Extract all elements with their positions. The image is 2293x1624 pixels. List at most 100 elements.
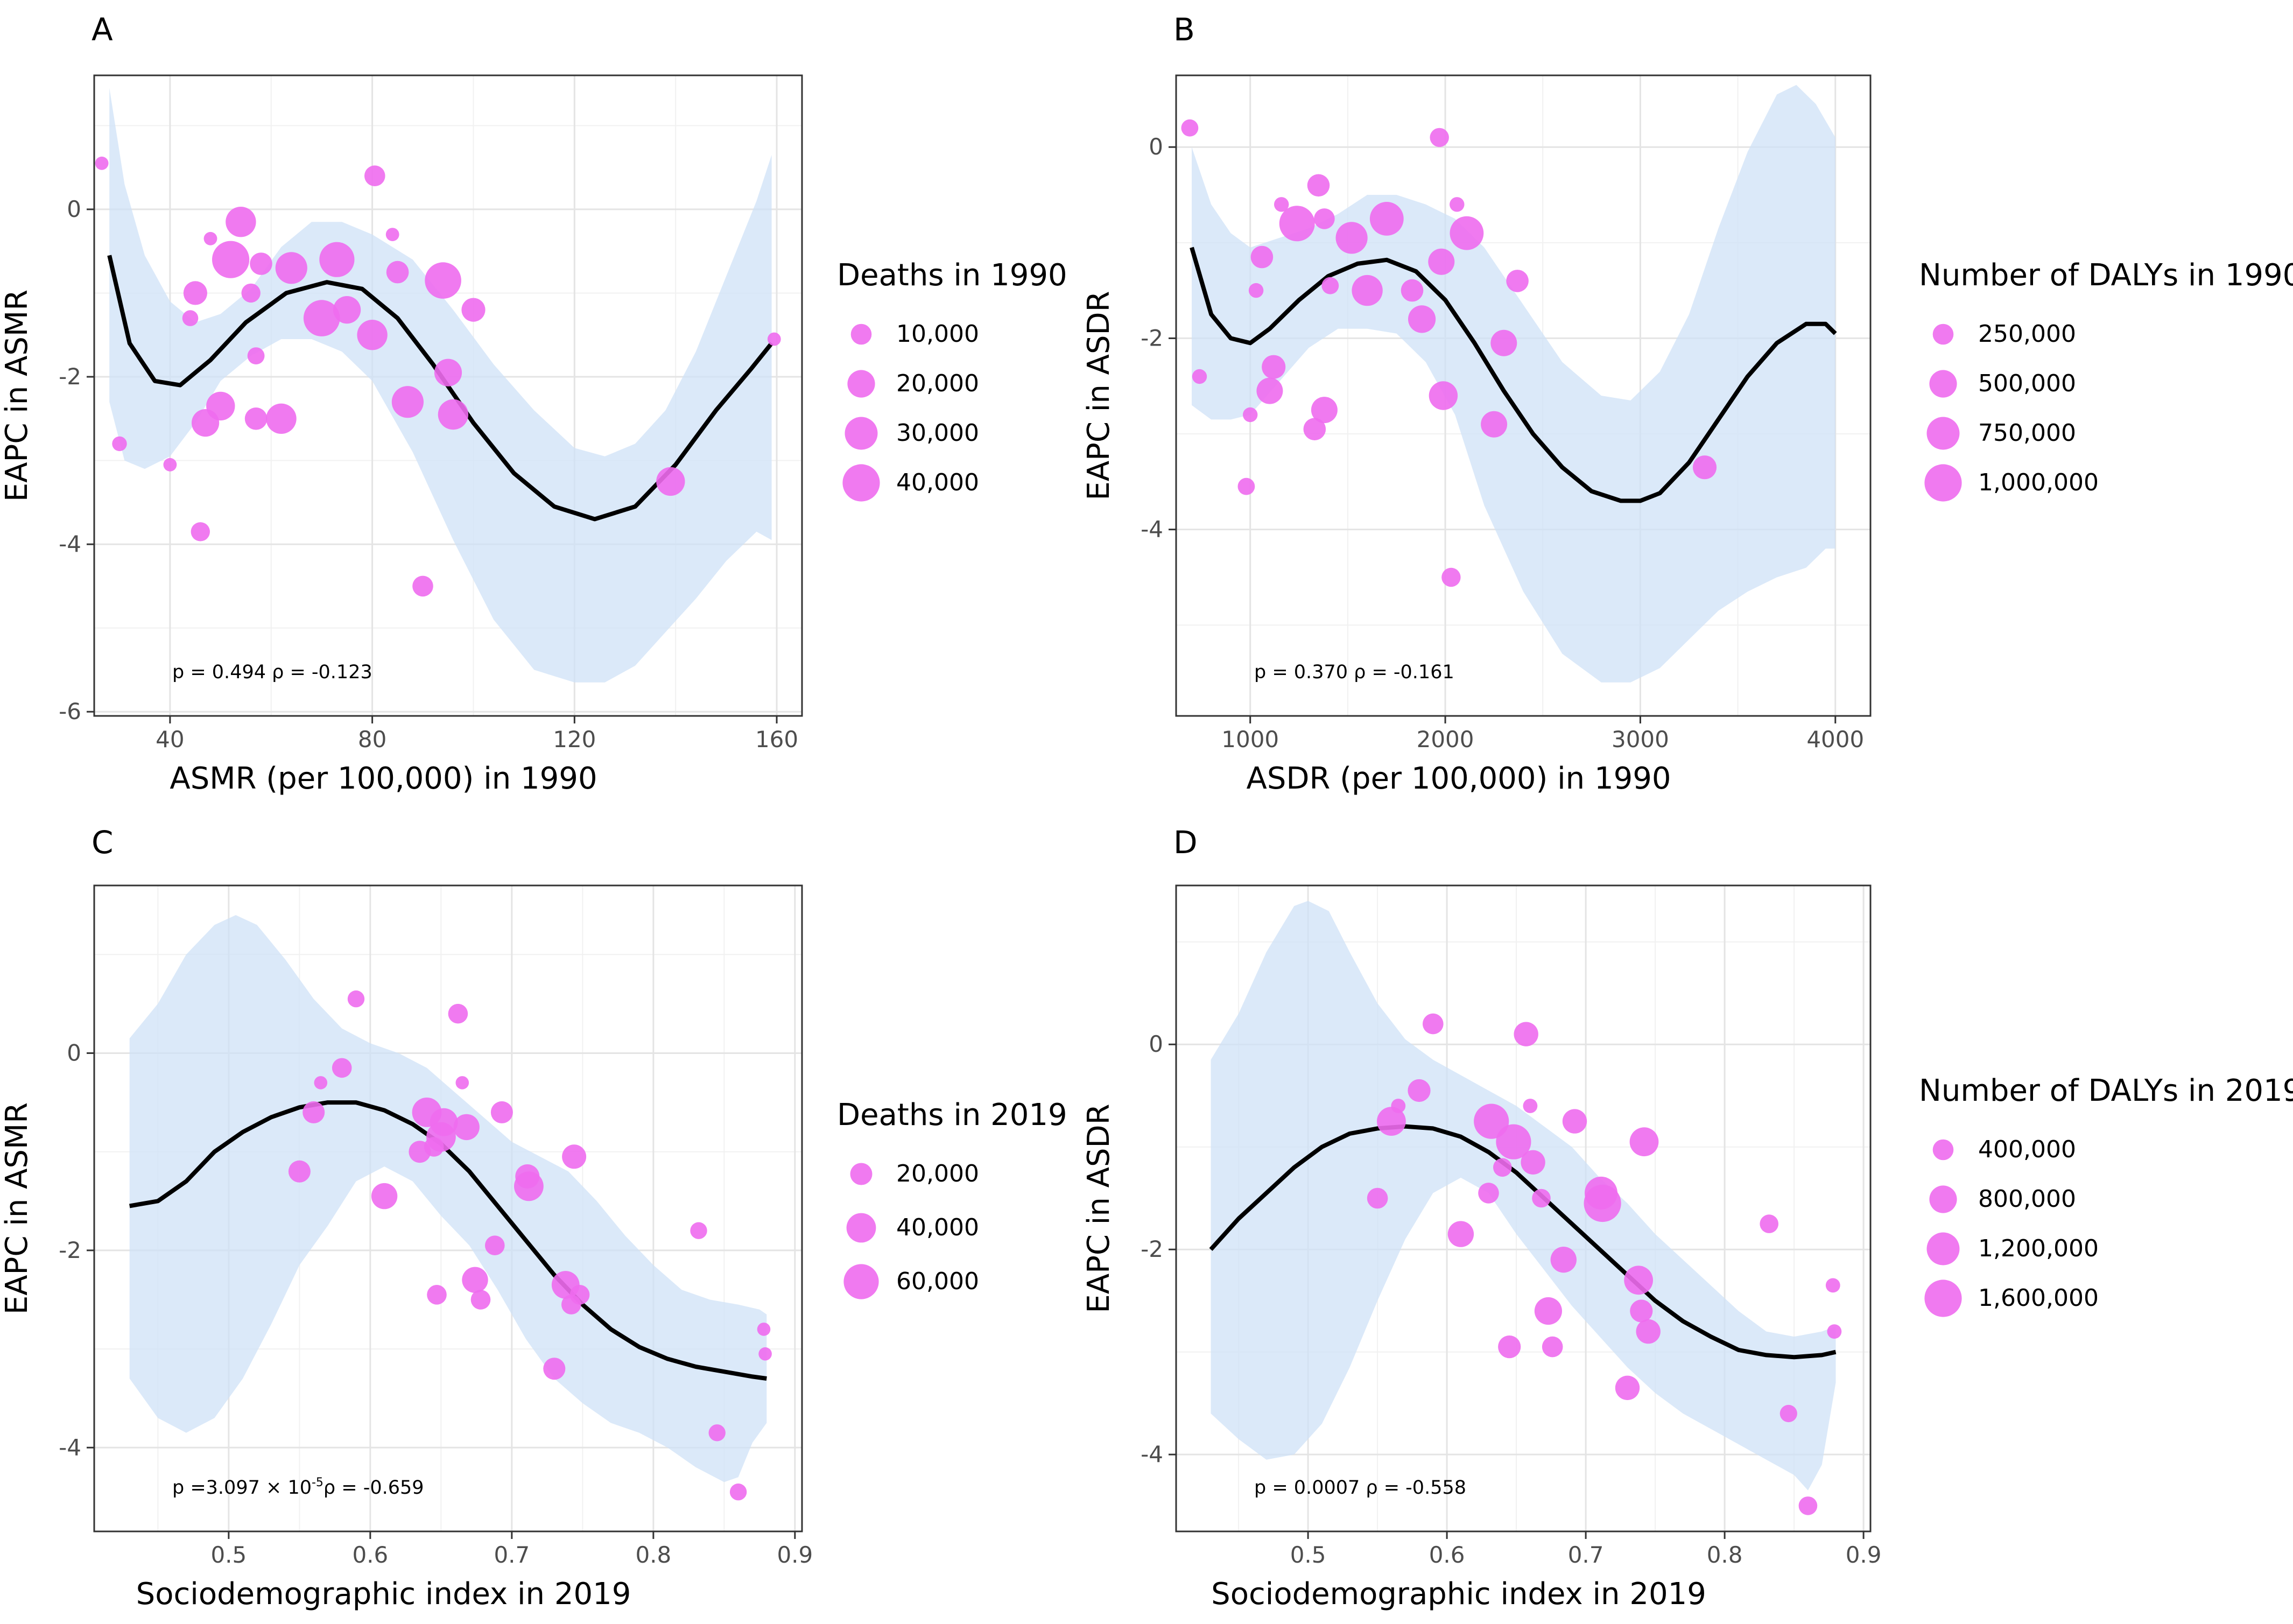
panel-c-letter: C [92, 824, 114, 861]
panel-b-data-point [1321, 277, 1339, 294]
panel-c-legend-key [843, 1264, 879, 1299]
panel-b-x-axis-title: ASDR (per 100,000) in 1990 [1247, 761, 1671, 796]
panel-a-data-point [391, 386, 424, 418]
panel-b-legend-key [1932, 324, 1954, 345]
panel-d-data-point [1562, 1109, 1587, 1134]
panel-d-x-tick-label: 0.9 [1846, 1542, 1882, 1568]
panel-c-data-point [490, 1101, 513, 1123]
panel-b-data-point [1490, 329, 1517, 356]
panel-c-data-point [430, 1108, 458, 1136]
panel-a-data-point [438, 399, 469, 430]
panel-d-legend-label: 400,000 [1978, 1136, 2076, 1163]
panel-a-data-point [461, 298, 486, 322]
panel-c-data-point [427, 1285, 447, 1305]
panel-b-data-point [1441, 567, 1461, 587]
panel-a-data-point [112, 436, 127, 452]
panel-c-x-tick-label: 0.5 [210, 1542, 247, 1568]
panel-a-letter: A [92, 11, 113, 48]
panel-a-data-point [250, 252, 272, 275]
panel-d-legend-title: Number of DALYs in 2019 [1919, 1073, 2293, 1108]
panel-d-data-point [1542, 1336, 1563, 1358]
panel-a-y-tick-label: 0 [67, 196, 81, 222]
panel-a-y-tick-label: -4 [59, 531, 81, 557]
panel-d-legend-key [1932, 1139, 1954, 1161]
panel-b-legend-label: 750,000 [1978, 419, 2076, 447]
panel-c-frame [93, 884, 803, 1532]
panel-c-legend-key [850, 1163, 873, 1185]
panel-a-confidence-band [109, 88, 772, 683]
panel-d-data-point [1423, 1013, 1444, 1035]
panel-d-x-tick-label: 0.6 [1429, 1542, 1465, 1568]
panel-a-data-point [206, 391, 235, 421]
panel-a-x-tick-label: 160 [755, 726, 798, 753]
panel-b-x-tick-label: 3000 [1612, 726, 1669, 753]
panel-a-x-tick-label: 40 [156, 726, 184, 753]
panel-a-legend-label: 30,000 [896, 419, 979, 447]
panel-d-legend-label: 1,200,000 [1978, 1235, 2099, 1262]
panel-b-data-point [1262, 355, 1286, 379]
panel-c-x-tick-label: 0.7 [494, 1542, 530, 1568]
panel-b-data-point [1481, 411, 1508, 438]
panel-c-legend-title: Deaths in 2019 [837, 1098, 1067, 1133]
panel-b-fit-line [1190, 247, 1837, 503]
panel-d-data-point [1493, 1158, 1512, 1177]
panel-a-data-point [412, 575, 433, 597]
panel-c-data-point [470, 1290, 491, 1310]
panel-a-legend-title: Deaths in 1990 [837, 258, 1067, 293]
panel-d-data-point [1521, 1150, 1545, 1175]
panel-b-data-point [1314, 208, 1335, 229]
panel-b-y-tick-label: -4 [1141, 516, 1163, 543]
panel-d-data-point [1478, 1183, 1499, 1204]
panel-c-annotation-base: p =3.097 × 10 [172, 1477, 312, 1499]
panel-d-y-tick-label: 0 [1149, 1031, 1163, 1057]
panel-c-legend-key [846, 1213, 876, 1243]
panel-b-data-point [1256, 377, 1283, 404]
panel-b-data-point [1450, 216, 1484, 250]
panel-b: 1000 2000 3000 4000 -4 -2 0 ASDR (per 100,000) … [1081, 74, 2293, 796]
panel-d-x-tick-label: 0.5 [1290, 1542, 1326, 1568]
panel-b-data-point [1429, 381, 1458, 410]
panel-c-data-point [562, 1144, 587, 1169]
panel-b-legend-title: Number of DALYs in 1990 [1919, 258, 2293, 293]
panel-a-data-point [303, 300, 340, 336]
panel-a-data-point [191, 522, 210, 542]
panel-d-data-point [1377, 1107, 1406, 1136]
panel-c-fit-line [129, 1100, 767, 1381]
panel-c-legend-label: 20,000 [896, 1160, 979, 1187]
panel-b-data-point [1506, 270, 1529, 292]
panel-c-data-point [514, 1171, 544, 1201]
panel-c-data-point [690, 1222, 707, 1239]
panel-b-data-point [1303, 418, 1326, 440]
panel-b-data-point [1279, 206, 1315, 242]
panel-d-data-point [1624, 1266, 1654, 1295]
panel-a-data-point [183, 281, 207, 305]
panel-b-data-point [1237, 477, 1255, 495]
panel-b-data-point [1192, 369, 1207, 384]
panel-c-data-point [462, 1267, 488, 1293]
panel-b-data-point [1401, 279, 1424, 302]
panel-a-data-point [241, 283, 261, 303]
panel-c-data-point [757, 1323, 771, 1336]
panel-d-data-point [1447, 1221, 1474, 1247]
panel-a-x-axis-title: ASMR (per 100,000) in 1990 [170, 761, 597, 796]
panel-c-data-point [569, 1285, 590, 1305]
panel-b-data-point [1250, 245, 1274, 269]
panel-c-data-point [453, 1114, 480, 1141]
panel-c-data-point [314, 1076, 328, 1089]
panel-a-data-point [319, 242, 355, 277]
panel-b-legend-label: 250,000 [1978, 320, 2076, 348]
panel-a-data-point [203, 231, 217, 245]
panel-d-annotation: p = 0.0007 ρ = -0.558 [1254, 1477, 1466, 1499]
panel-d-data-point [1636, 1319, 1661, 1344]
panel-a-data-point [247, 347, 265, 364]
panel-c-data-point [303, 1101, 325, 1123]
panel-c-x-tick-label: 0.6 [352, 1542, 388, 1568]
panel-d-letter: D [1173, 824, 1198, 861]
panel-d-data-point [1532, 1189, 1551, 1208]
panel-c-data-point [708, 1424, 726, 1442]
panel-a-data-point [434, 358, 462, 386]
panel-a-data-point [266, 403, 297, 434]
panel-a-data-point [767, 332, 781, 346]
panel-d-data-point [1798, 1496, 1818, 1515]
